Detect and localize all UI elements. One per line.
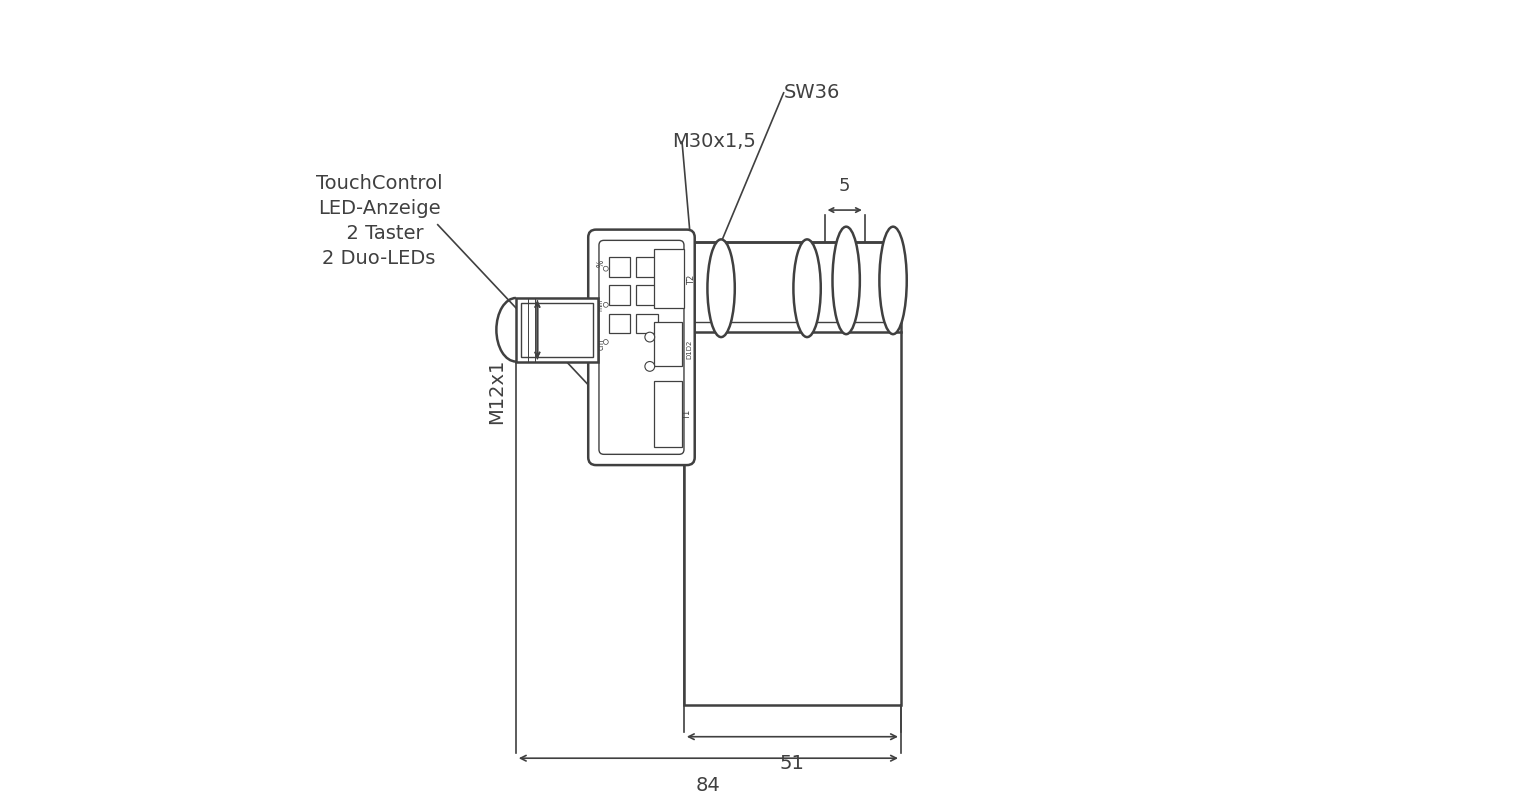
Circle shape [604,266,608,271]
FancyBboxPatch shape [599,240,684,454]
Ellipse shape [880,227,906,334]
Bar [516,298,598,362]
Ellipse shape [833,227,860,334]
Circle shape [645,362,654,371]
Bar [654,323,682,366]
Circle shape [645,332,654,342]
Text: %: % [596,260,605,267]
Circle shape [604,302,608,308]
Bar [654,381,682,448]
Text: 5: 5 [839,177,851,196]
Text: mm: mm [599,299,604,311]
Bar [636,257,657,277]
Bar [684,242,902,705]
Bar [636,314,657,333]
Bar [608,314,630,333]
Text: SW36: SW36 [783,83,840,103]
Text: 51: 51 [780,754,805,774]
Ellipse shape [794,239,820,337]
Bar [608,285,630,304]
Text: M30x1,5: M30x1,5 [673,132,756,151]
Bar [654,249,684,308]
Bar [608,257,630,277]
Text: T2: T2 [687,274,696,285]
FancyBboxPatch shape [588,230,694,465]
Text: D1D2: D1D2 [687,340,693,359]
Text: cm: cm [596,338,605,350]
Text: TouchControl
LED-Anzeige
  2 Taster
2 Duo-LEDs: TouchControl LED-Anzeige 2 Taster 2 Duo-… [316,174,442,268]
Text: M12x1: M12x1 [487,358,505,424]
Circle shape [604,339,608,344]
Ellipse shape [708,239,734,337]
Bar [636,285,657,304]
Bar [521,303,593,357]
Text: 84: 84 [696,776,720,795]
Text: T1: T1 [684,410,693,421]
